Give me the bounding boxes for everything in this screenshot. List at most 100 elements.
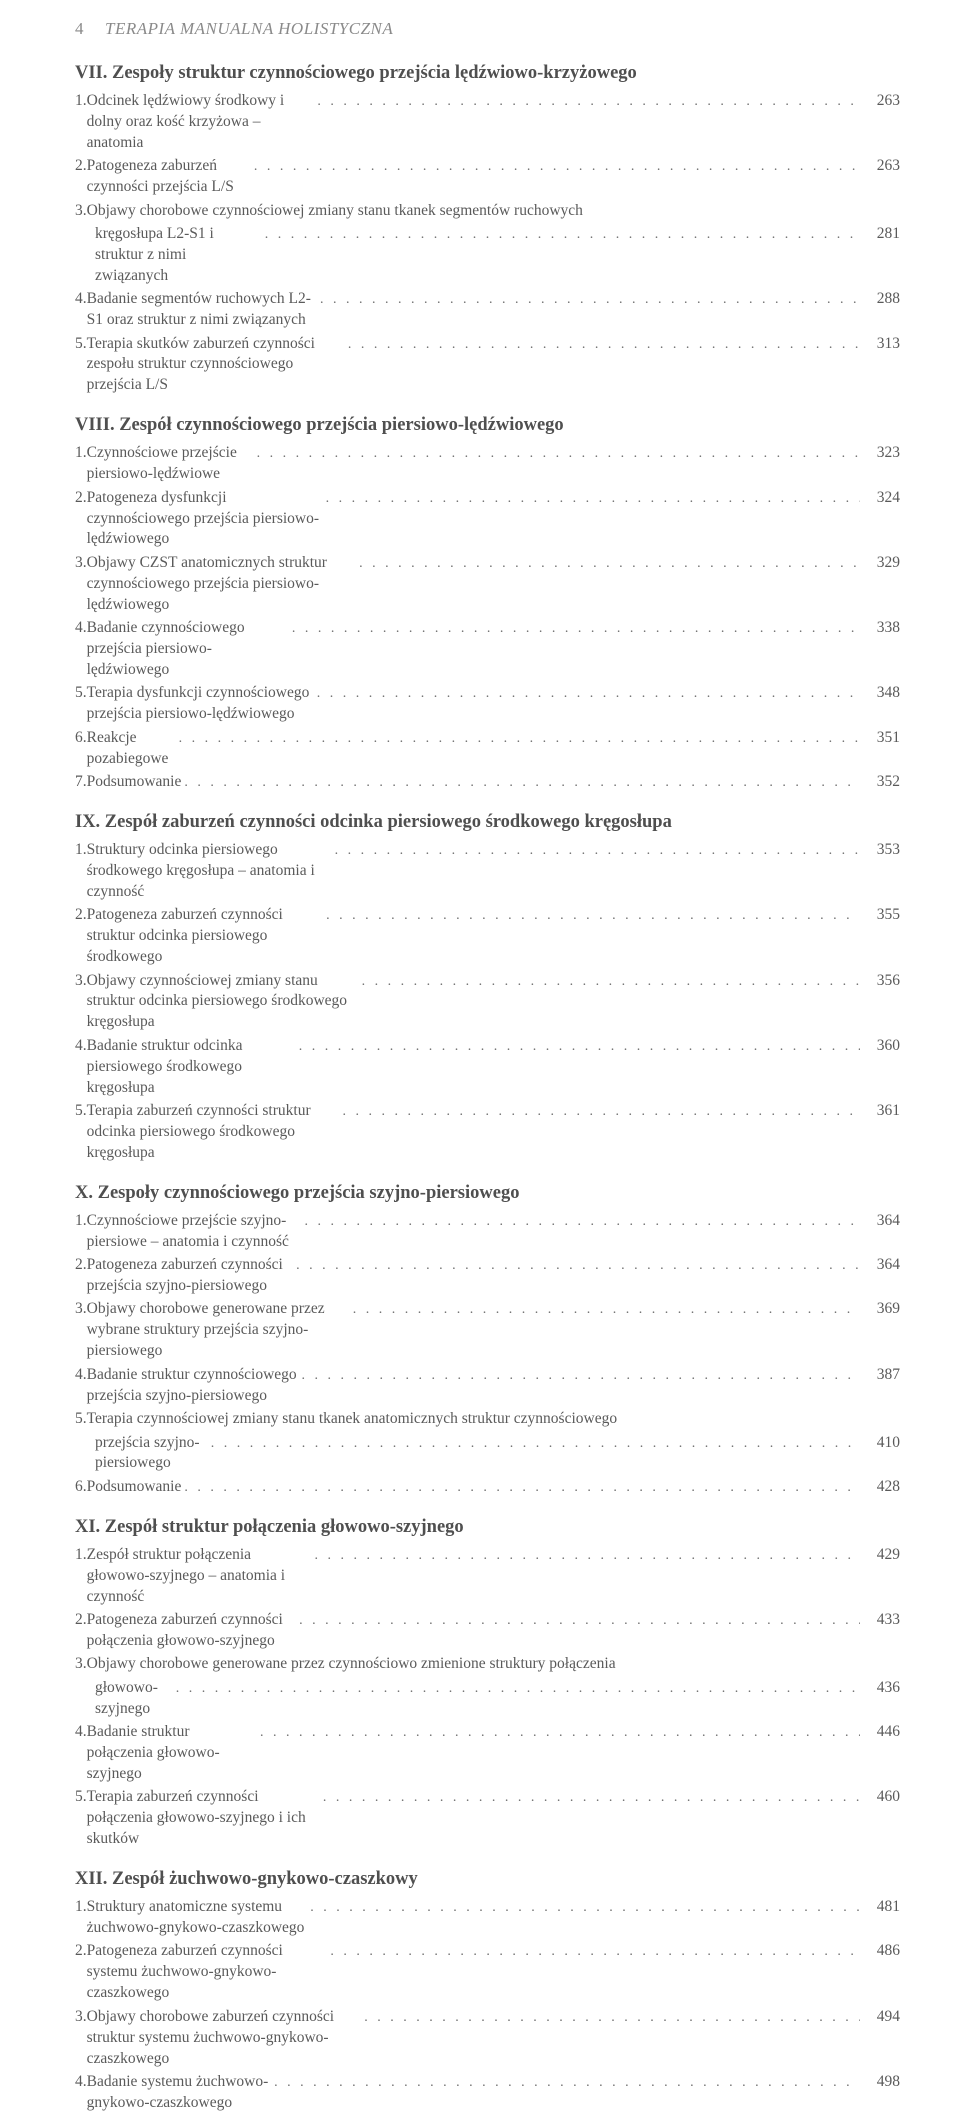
toc-entry: 3. Objawy CZST anatomicznych struktur cz… <box>75 553 900 616</box>
entry-page: 356 <box>860 971 900 992</box>
chapter-title: XI. Zespół struktur połączenia głowowo-s… <box>75 1515 900 1540</box>
toc-entry: 6. Podsumowanie. . . . . . . . . . . . .… <box>75 1477 900 1498</box>
leader-dots: . . . . . . . . . . . . . . . . . . . . … <box>262 226 860 245</box>
entry-page: 324 <box>860 488 900 509</box>
entry-number: 4. <box>75 618 87 639</box>
chapter-section: VIII. Zespół czynnościowego przejścia pi… <box>75 413 900 793</box>
leader-dots: . . . . . . . . . . . . . . . . . . . . … <box>289 620 860 639</box>
entry-text: Czynnościowe przejście szyjno-piersiowe … <box>87 1211 302 1253</box>
chapter-section: XII. Zespół żuchwowo-gnykowo-czaszkowy1.… <box>75 1867 900 2114</box>
entry-number: 4. <box>75 1036 87 1057</box>
entry-page: 429 <box>860 1545 900 1566</box>
entry-page: 323 <box>860 443 900 464</box>
entry-text: Objawy chorobowe generowane przez wybran… <box>87 1299 350 1362</box>
toc-entry: 1. Struktury odcinka piersiowego środkow… <box>75 840 900 903</box>
toc-entry-continuation: głowowo-szyjnego. . . . . . . . . . . . … <box>75 1678 900 1720</box>
entry-page: 348 <box>860 683 900 704</box>
entry-number: 2. <box>75 1610 87 1631</box>
toc-entry-continuation: przejścia szyjno-piersiowego. . . . . . … <box>75 1433 900 1475</box>
entry-page: 329 <box>860 553 900 574</box>
entry-page: 353 <box>860 840 900 861</box>
chapter-title: IX. Zespół zaburzeń czynności odcinka pi… <box>75 810 900 835</box>
toc-entry: 4. Badanie struktur odcinka piersiowego … <box>75 1036 900 1099</box>
entry-number: 2. <box>75 1255 87 1276</box>
leader-dots: . . . . . . . . . . . . . . . . . . . . … <box>271 2074 860 2093</box>
entry-number: 2. <box>75 1941 87 1962</box>
entry-number: 5. <box>75 1409 87 1430</box>
chapter-title: XII. Zespół żuchwowo-gnykowo-czaszkowy <box>75 1867 900 1892</box>
entry-text: przejścia szyjno-piersiowego <box>75 1433 208 1475</box>
toc-entry: 4. Badanie struktur czynnościowego przej… <box>75 1365 900 1407</box>
entry-text: Terapia zaburzeń czynności struktur odci… <box>87 1101 340 1164</box>
entry-page: 364 <box>860 1255 900 1276</box>
leader-dots: . . . . . . . . . . . . . . . . . . . . … <box>314 685 860 704</box>
toc-entry: 3. Objawy chorobowe zaburzeń czynności s… <box>75 2007 900 2070</box>
entry-text: Badanie struktur odcinka piersiowego śro… <box>87 1036 296 1099</box>
leader-dots: . . . . . . . . . . . . . . . . . . . . … <box>314 93 860 112</box>
entry-text: Patogeneza zaburzeń czynności struktur o… <box>87 905 324 968</box>
entry-number: 3. <box>75 201 87 222</box>
leader-dots: . . . . . . . . . . . . . . . . . . . . … <box>317 291 860 310</box>
entry-number: 1. <box>75 1545 87 1566</box>
chapter-title: X. Zespoły czynnościowego przejścia szyj… <box>75 1181 900 1206</box>
entry-number: 3. <box>75 553 87 574</box>
entry-text: Czynnościowe przejście piersiowo-lędźwio… <box>87 443 254 485</box>
entry-page: 387 <box>860 1365 900 1386</box>
leader-dots: . . . . . . . . . . . . . . . . . . . . … <box>327 1943 860 1962</box>
toc-entry: 5. Terapia skutków zaburzeń czynności ze… <box>75 334 900 397</box>
entry-number: 4. <box>75 2072 87 2093</box>
entry-text: Odcinek lędźwiowy środkowy i dolny oraz … <box>87 91 315 154</box>
entry-number: 5. <box>75 683 87 704</box>
entry-page: 428 <box>860 1477 900 1498</box>
leader-dots: . . . . . . . . . . . . . . . . . . . . … <box>323 907 860 926</box>
chapter-section: X. Zespoły czynnościowego przejścia szyj… <box>75 1181 900 1498</box>
entry-text: Badanie czynnościowego przejścia piersio… <box>87 618 289 681</box>
entry-page: 288 <box>860 289 900 310</box>
entry-text: Struktury anatomiczne systemu żuchwowo-g… <box>87 1897 308 1939</box>
entry-page: 355 <box>860 905 900 926</box>
toc-entry: 3. Objawy czynnościowej zmiany stanu str… <box>75 971 900 1034</box>
toc-entry: 6. Reakcje pozabiegowe. . . . . . . . . … <box>75 728 900 770</box>
entry-text: Terapia czynnościowej zmiany stanu tkane… <box>87 1409 617 1430</box>
leader-dots: . . . . . . . . . . . . . . . . . . . . … <box>208 1435 860 1454</box>
entry-page: 352 <box>860 772 900 793</box>
toc-entry: 2. Patogeneza dysfunkcji czynnościowego … <box>75 488 900 551</box>
entry-text: Podsumowanie <box>87 772 182 793</box>
chapter-section: IX. Zespół zaburzeń czynności odcinka pi… <box>75 810 900 1164</box>
toc-entry: 2. Patogeneza zaburzeń czynności przejśc… <box>75 1255 900 1297</box>
toc-entry-continuation: kręgosłupa L2-S1 i struktur z nimi związ… <box>75 224 900 287</box>
chapter-section: VII. Zespoły struktur czynnościowego prz… <box>75 61 900 396</box>
leader-dots: . . . . . . . . . . . . . . . . . . . . … <box>257 1724 860 1743</box>
entry-number: 1. <box>75 91 87 112</box>
entry-text: Patogeneza zaburzeń czynności systemu żu… <box>87 1941 328 2004</box>
leader-dots: . . . . . . . . . . . . . . . . . . . . … <box>299 1367 860 1386</box>
entry-page: 263 <box>860 156 900 177</box>
entry-number: 5. <box>75 1101 87 1122</box>
toc-entry: 3. Objawy chorobowe generowane przez czy… <box>75 1654 900 1675</box>
entry-number: 1. <box>75 840 87 861</box>
entry-text: Badanie systemu żuchwowo-gnykowo-czaszko… <box>87 2072 272 2114</box>
entry-page: 498 <box>860 2072 900 2093</box>
entry-number: 1. <box>75 443 87 464</box>
entry-text: Badanie struktur czynnościowego przejści… <box>87 1365 299 1407</box>
leader-dots: . . . . . . . . . . . . . . . . . . . . … <box>340 1103 860 1122</box>
toc-entry: 2. Patogeneza zaburzeń czynności systemu… <box>75 1941 900 2004</box>
toc-entry: 5. Terapia czynnościowej zmiany stanu tk… <box>75 1409 900 1430</box>
entry-text: Patogeneza zaburzeń czynności przejścia … <box>87 1255 293 1297</box>
entry-number: 6. <box>75 1477 87 1498</box>
leader-dots: . . . . . . . . . . . . . . . . . . . . … <box>323 490 860 509</box>
entry-page: 460 <box>860 1787 900 1808</box>
entry-page: 446 <box>860 1722 900 1743</box>
entry-number: 5. <box>75 334 87 355</box>
entry-text: Objawy chorobowe czynnościowej zmiany st… <box>87 201 583 222</box>
leader-dots: . . . . . . . . . . . . . . . . . . . . … <box>307 1899 860 1918</box>
entry-text: Objawy chorobowe zaburzeń czynności stru… <box>87 2007 362 2070</box>
toc-entry: 1. Czynnościowe przejście szyjno-piersio… <box>75 1211 900 1253</box>
entry-page: 263 <box>860 91 900 112</box>
chapter-title: VII. Zespoły struktur czynnościowego prz… <box>75 61 900 86</box>
toc-entry: 2. Patogeneza zaburzeń czynności przejśc… <box>75 156 900 198</box>
leader-dots: . . . . . . . . . . . . . . . . . . . . … <box>302 1213 860 1232</box>
running-header: 4 TERAPIA MANUALNA HOLISTYCZNA <box>75 18 900 41</box>
entry-text: Terapia dysfunkcji czynnościowego przejś… <box>87 683 314 725</box>
entry-text: kręgosłupa L2-S1 i struktur z nimi związ… <box>75 224 262 287</box>
